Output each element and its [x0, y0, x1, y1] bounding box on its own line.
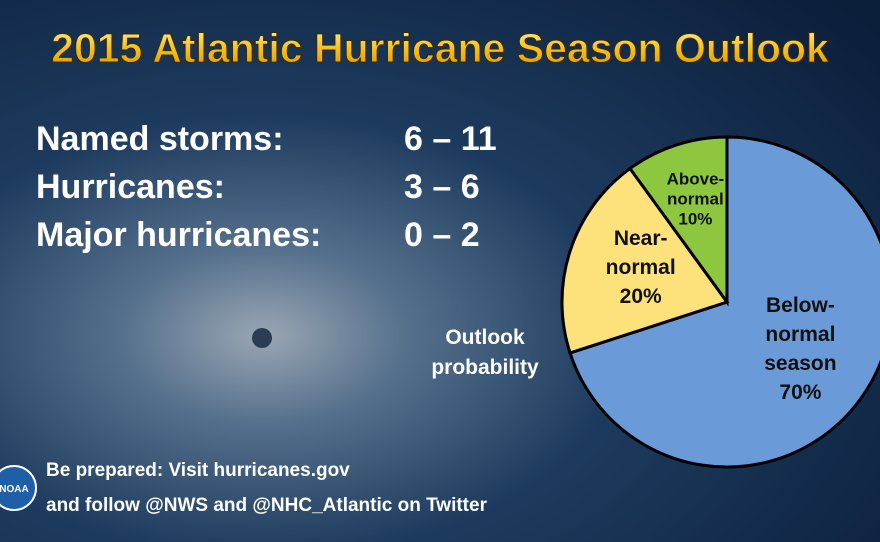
slice-label: Above-normal [667, 170, 725, 209]
slice-label: Near-normal [606, 227, 676, 279]
pie-slice [627, 135, 729, 307]
stat-label: Major hurricanes: [36, 216, 321, 254]
stat-range: 3 – 6 [404, 168, 480, 206]
pie-slice [568, 135, 880, 469]
noaa-logo [0, 465, 37, 511]
value-label: 20% [620, 285, 662, 308]
footer-line: and follow @NWS and @NHC_Atlantic on Twi… [46, 495, 488, 516]
logo-text: NOAA [0, 484, 29, 495]
hurricane-eye [252, 328, 272, 348]
stat-range: 0 – 2 [404, 216, 480, 254]
pie-slice [560, 166, 730, 355]
title: 2015 Atlantic Hurricane Season Outlook [51, 25, 829, 71]
pie-chart: Outlook probability Below-normal season 70% N… [431, 135, 880, 469]
footer-line: Be prepared: Visit hurricanes.gov [46, 460, 350, 481]
stat-range: 6 – 11 [404, 120, 497, 158]
stats: Named storms: 6 – 11 Hurricanes: 3 – 6 Major… [36, 120, 497, 254]
value-label: 70% [779, 381, 821, 404]
annotation: Outlook probability [431, 326, 539, 379]
stat-label: Hurricanes: [36, 168, 225, 206]
stat-label: Named storms: [36, 120, 284, 158]
value-label: 10% [678, 210, 712, 229]
slice-label: Below-normal season [764, 294, 836, 375]
